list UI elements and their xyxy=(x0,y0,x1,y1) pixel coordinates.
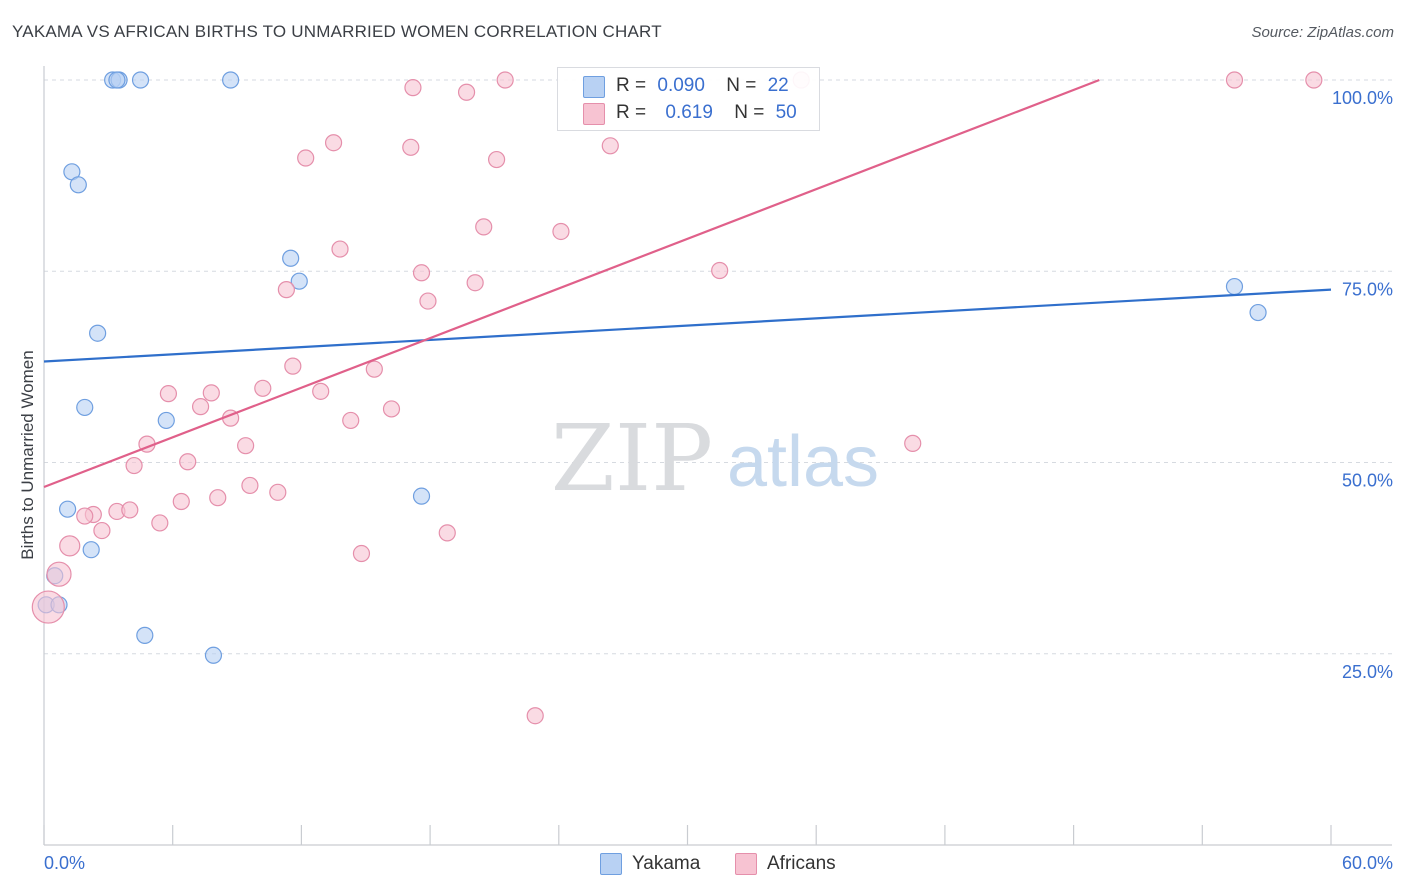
africans-point xyxy=(312,382,330,400)
yakama-point xyxy=(89,324,107,342)
y-tick-label: 75.0% xyxy=(1342,279,1393,299)
africans-point xyxy=(1305,71,1323,89)
africans-swatch xyxy=(735,853,757,875)
africans-n-value: 50 xyxy=(775,102,797,123)
africans-point xyxy=(125,456,143,475)
chart-title: YAKAMA VS AFRICAN BIRTHS TO UNMARRIED WO… xyxy=(12,22,662,41)
africans-point xyxy=(365,360,383,378)
africans-point xyxy=(487,150,506,169)
africans-point xyxy=(93,521,111,540)
africans-point xyxy=(601,137,619,155)
yakama-swatch xyxy=(600,853,622,875)
africans-point xyxy=(269,483,287,501)
africans-swatch xyxy=(583,103,605,125)
africans-point xyxy=(237,437,255,455)
africans-point xyxy=(382,400,401,418)
legend-n-label: N = xyxy=(734,102,765,123)
africans-point xyxy=(402,138,420,156)
africans-point xyxy=(254,379,272,397)
africans-point xyxy=(711,261,729,280)
yakama-point xyxy=(69,176,87,194)
africans-point xyxy=(31,590,65,624)
data-points xyxy=(31,71,1323,725)
yakama-r-value: 0.090 xyxy=(657,75,705,96)
yakama-point xyxy=(82,541,100,559)
africans-point xyxy=(179,453,197,471)
africans-point xyxy=(324,134,343,152)
watermark-zip: ZIP xyxy=(551,405,713,512)
africans-point xyxy=(191,398,210,416)
africans-point xyxy=(457,83,476,101)
africans-point xyxy=(76,507,94,525)
watermark-atlas: atlas xyxy=(727,422,879,502)
legend-r-label: R = xyxy=(616,102,647,123)
africans-point xyxy=(404,79,422,97)
yakama-point xyxy=(131,71,150,89)
africans-point xyxy=(121,501,139,519)
x-tick-label-min: 0.0% xyxy=(44,853,85,873)
africans-point xyxy=(438,524,456,542)
africans-point xyxy=(172,492,190,511)
yakama-point xyxy=(157,411,175,430)
yakama-trend-line xyxy=(43,288,1332,363)
legend-n-label: N = xyxy=(726,75,757,96)
tick-labels: 25.0% 50.0% 75.0% 100.0% 0.0% 60.0% xyxy=(44,88,1393,873)
africans-point xyxy=(904,434,922,452)
y-tick-label: 25.0% xyxy=(1342,662,1393,682)
yakama-point xyxy=(1225,277,1244,296)
africans-point xyxy=(59,535,81,557)
africans-point xyxy=(209,489,227,507)
africans-point xyxy=(331,240,349,258)
legend-r-label: R = xyxy=(616,75,647,96)
africans-point xyxy=(297,149,315,167)
africans-point xyxy=(466,274,484,292)
africans-point xyxy=(277,281,295,299)
trend-lines xyxy=(43,78,1332,489)
correlation-legend: R = 0.090 N = 22 R = 0.619 N = 50 xyxy=(557,67,820,131)
africans-label: Africans xyxy=(767,853,836,874)
africans-point xyxy=(46,561,72,587)
yakama-point xyxy=(1249,303,1267,322)
watermark: ZIP atlas xyxy=(551,405,879,512)
africans-point xyxy=(352,544,371,563)
yakama-label: Yakama xyxy=(632,853,701,874)
y-tick-label: 100.0% xyxy=(1332,88,1393,108)
x-tick-label-max: 60.0% xyxy=(1342,853,1393,873)
africans-point xyxy=(419,292,437,310)
africans-point xyxy=(202,384,220,402)
bottom-legend-africans: Africans xyxy=(735,852,836,876)
yakama-point xyxy=(136,626,154,644)
yakama-point xyxy=(222,71,240,89)
axes xyxy=(43,66,1392,846)
africans-point xyxy=(159,385,178,403)
bottom-legend-yakama: Yakama xyxy=(600,852,700,876)
africans-point xyxy=(475,218,493,236)
africans-point xyxy=(526,707,544,725)
source-label: Source: ZipAtlas.com xyxy=(1251,24,1394,41)
yakama-point xyxy=(290,272,308,290)
africans-point xyxy=(552,222,570,241)
yakama-n-value: 22 xyxy=(767,75,789,96)
africans-point xyxy=(496,71,514,89)
yakama-swatch xyxy=(583,76,605,98)
africans-point xyxy=(342,411,360,430)
africans-point xyxy=(1225,71,1244,89)
yakama-point xyxy=(204,646,223,664)
yakama-point xyxy=(58,500,77,518)
africans-point xyxy=(241,476,259,495)
grid-lines xyxy=(44,79,1392,655)
yakama-point xyxy=(76,398,94,417)
africans-point xyxy=(151,514,169,532)
africans-trend-line xyxy=(43,78,1100,489)
yakama-point xyxy=(282,249,300,267)
yakama-point xyxy=(412,487,431,505)
africans-point xyxy=(284,357,302,375)
y-axis-label: Births to Unmarried Women xyxy=(18,350,37,560)
africans-r-value: 0.619 xyxy=(665,102,713,123)
y-tick-label: 50.0% xyxy=(1342,471,1393,491)
africans-point xyxy=(412,264,431,282)
yakama-point xyxy=(108,71,126,89)
